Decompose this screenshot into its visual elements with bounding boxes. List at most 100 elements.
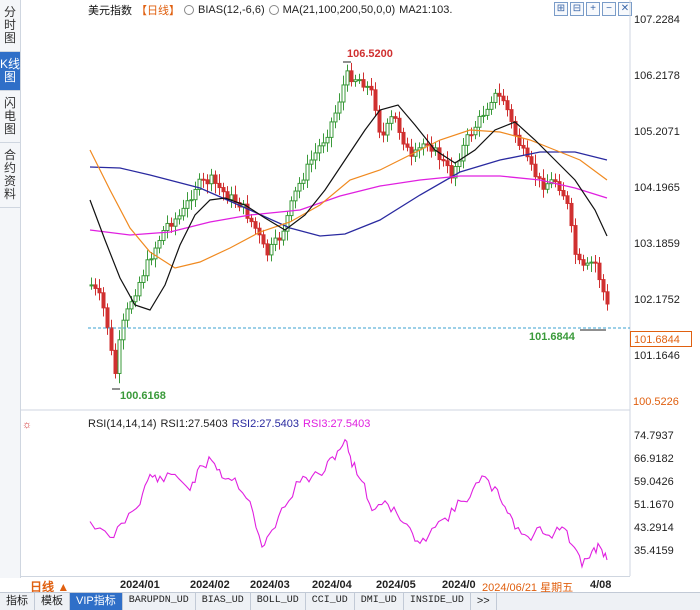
date-tick: 2024/04 [312, 579, 352, 591]
zoom-out-icon[interactable]: − [602, 2, 616, 16]
candle-body [465, 134, 470, 146]
candle-body [345, 70, 350, 86]
candle-body [505, 100, 510, 111]
indicator-settings-icon[interactable]: ☼ [21, 419, 33, 431]
date-tick: 2024/0 [442, 579, 476, 591]
candle-body [109, 327, 114, 351]
candle-body [521, 144, 526, 149]
candle-body [197, 178, 202, 190]
ma-line-black [89, 104, 608, 311]
period-switch-button[interactable]: 日线 ▲ [30, 580, 70, 594]
tab-boll[interactable]: BOLL_UD [251, 593, 306, 610]
candle-body [593, 261, 598, 264]
tab-template[interactable]: 模板 [35, 593, 70, 610]
rsi1-value: RSI1:27.5403 [160, 418, 228, 430]
candle-body [145, 259, 150, 277]
candle-body [389, 116, 394, 124]
date-tick: 2024/02 [190, 579, 230, 591]
candle-body [281, 230, 286, 241]
high-label: 106.5200 [347, 48, 393, 60]
candle-body [393, 116, 398, 119]
tab-contract-info[interactable]: 合约资料 [0, 143, 20, 208]
candle-body [89, 284, 94, 287]
candle-body [157, 240, 162, 249]
tab-vip-indicator[interactable]: VIP指标 [70, 593, 123, 610]
candle-body [265, 243, 270, 256]
rsi-tick: 35.4159 [634, 545, 674, 557]
collapse-icon[interactable]: ⊟ [570, 2, 584, 16]
candle-body [221, 187, 226, 193]
candle-body [173, 218, 178, 227]
candle-body [205, 179, 210, 185]
candle-body [401, 131, 406, 145]
candle-body [357, 79, 362, 82]
candle-body [381, 131, 386, 136]
tab-lightning[interactable]: 闪电图 [0, 91, 20, 143]
tab-bias[interactable]: BIAS_UD [196, 593, 251, 610]
candle-body [129, 301, 134, 310]
ma-line-magenta [89, 175, 608, 236]
tab-kline[interactable]: K线图 [0, 52, 20, 91]
candle-body [493, 92, 498, 103]
tab-inside[interactable]: INSIDE_UD [404, 593, 471, 610]
candle-body [185, 200, 190, 209]
candle-body [213, 174, 218, 184]
low-label: 100.6168 [120, 390, 166, 402]
candle-body [561, 189, 566, 197]
candle-body [453, 166, 458, 179]
candle-body [533, 163, 538, 178]
zoom-in-icon[interactable]: + [586, 2, 600, 16]
date-tick: 4/08 [590, 579, 612, 591]
candle-body [517, 134, 522, 146]
rsi2-value: RSI2:27.5403 [231, 418, 300, 430]
rsi3-value: RSI3:27.5403 [303, 418, 371, 430]
close-icon[interactable]: ✕ [618, 2, 632, 16]
bottom-tab-bar: 指标 模板 VIP指标 BARUPDN_UD BIAS_UD BOLL_UD C… [0, 592, 700, 610]
tab-dmi[interactable]: DMI_UD [355, 593, 404, 610]
side-tab-bar: 分时图 K线图 闪电图 合约资料 [0, 0, 21, 578]
candle-body [121, 319, 126, 341]
candle-body [469, 134, 474, 137]
ma21-value: MA21:103. [399, 4, 453, 16]
tab-cci[interactable]: CCI_UD [306, 593, 355, 610]
tab-timeshare[interactable]: 分时图 [0, 0, 20, 52]
price-tick: 103.1859 [634, 238, 680, 250]
rsi-tick: 59.0426 [634, 476, 674, 488]
expand-icon[interactable]: ⊞ [554, 2, 568, 16]
candle-body [149, 258, 154, 261]
candle-body [409, 146, 414, 157]
rsi-tick: 74.7937 [634, 430, 674, 442]
candle-body [141, 275, 146, 283]
candle-body [125, 308, 130, 321]
settings-icon[interactable] [268, 5, 279, 15]
candle-body [353, 79, 358, 83]
candle-body [181, 207, 186, 217]
candle-body [245, 203, 250, 219]
candle-body [97, 287, 102, 294]
low-price-tag: 100.5226 [633, 396, 679, 408]
rsi-tick: 66.9182 [634, 453, 674, 465]
settings-icon[interactable] [184, 5, 194, 15]
candle-body [209, 174, 214, 185]
chart-header: 美元指数 【日线】 BIAS(12,-6,6) MA(21,100,200,50… [88, 2, 452, 18]
period-label[interactable]: 【日线】 [136, 5, 180, 17]
candle-body [537, 176, 542, 179]
tab-barupdn[interactable]: BARUPDN_UD [123, 593, 196, 610]
price-tick: 107.2284 [634, 14, 680, 26]
candle-body [441, 159, 446, 162]
candle-body [113, 349, 118, 374]
candle-body [573, 225, 578, 255]
candle-body [601, 279, 606, 293]
date-axis: 2024/01 2024/02 2024/03 2024/04 2024/05 … [20, 576, 630, 594]
candle-body [525, 147, 530, 158]
ma-indicator: MA(21,100,200,50,0,0) [282, 4, 396, 16]
candle-body [397, 117, 402, 133]
tab-indicator[interactable]: 指标 [0, 593, 35, 610]
more-tabs-button[interactable]: >> [471, 593, 497, 610]
candle-body [301, 179, 306, 184]
candle-body [445, 160, 450, 167]
candle-body [541, 177, 546, 190]
candle-body [457, 160, 462, 168]
candle-body [497, 92, 502, 97]
